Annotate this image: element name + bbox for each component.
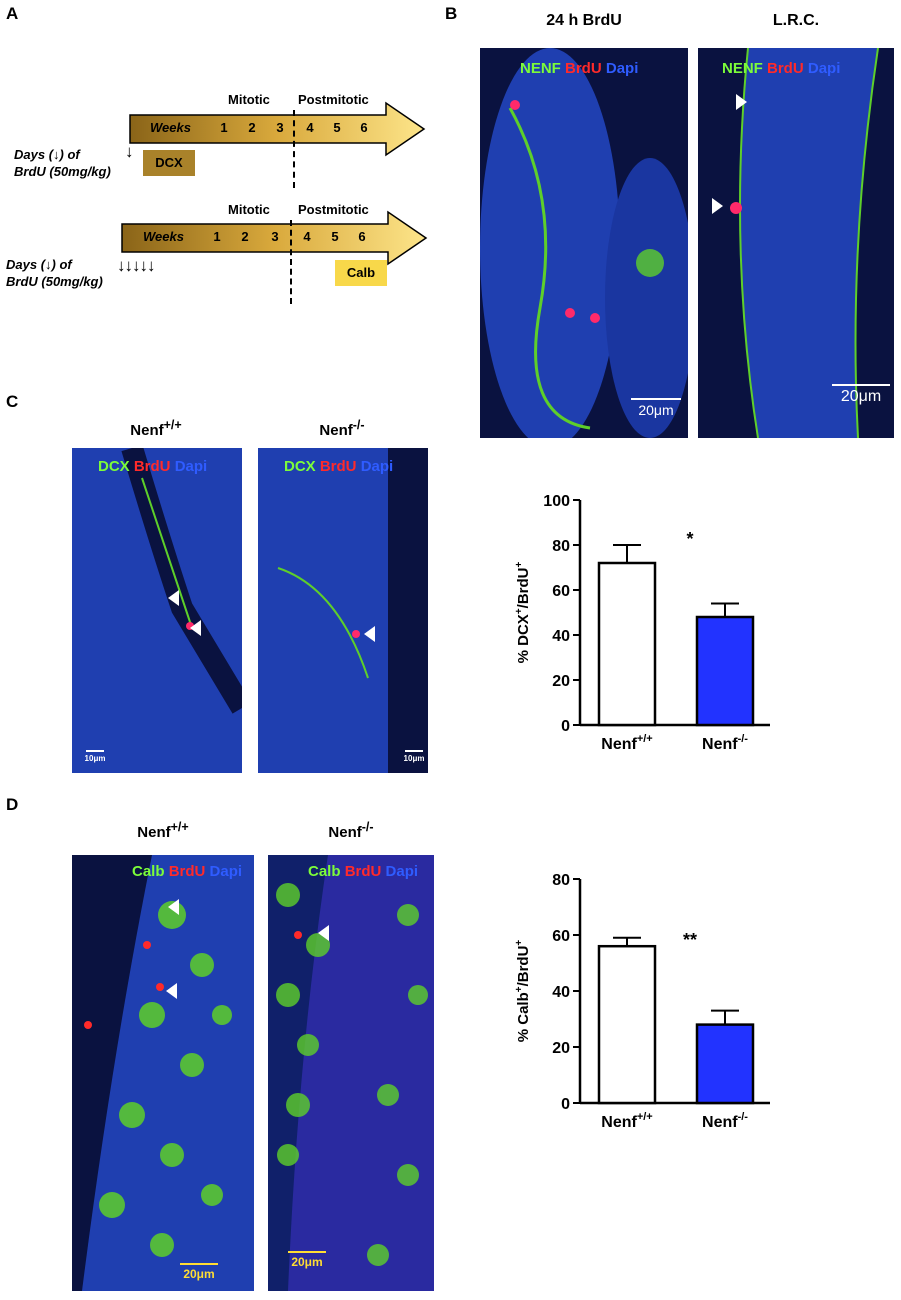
week-num: 2 xyxy=(248,120,256,135)
genotype-label-c-ko: Nenf-/- xyxy=(319,418,365,439)
arrowhead-marker xyxy=(168,899,179,915)
chart-calb-brdu: 0 20 40 60 80 Nenf+/+ Nenf-/- ** % Calb+/BrdU+ xyxy=(514,872,770,1131)
week-num: 5 xyxy=(331,229,339,244)
arrowhead-marker xyxy=(364,626,375,642)
mitotic-divider-2 xyxy=(290,220,292,304)
brdu-injection-arrows-1: ↓ xyxy=(125,142,134,161)
scalebar-b-24h: 20μm xyxy=(628,398,684,418)
days-label-2: Days (↓) of BrdU (50mg/kg) xyxy=(6,257,103,289)
y-axis-label: % DCX+/BrdU+ xyxy=(514,561,532,663)
week-num: 6 xyxy=(360,120,368,135)
category-label: Nenf+/+ xyxy=(601,1111,652,1131)
micrograph-d-wt: Calb BrdU Dapi 20μm xyxy=(72,855,254,1291)
calb-marker-box: Calb xyxy=(335,260,387,286)
timeline-arrow-1 xyxy=(129,101,426,157)
scalebar-c-wt: 10μm xyxy=(82,750,108,763)
y-tick-label: 60 xyxy=(552,928,570,945)
panel-a: Mitotic Postmitotic Weeks 1 2 3 4 5 6 Da… xyxy=(0,0,440,310)
y-tick-label: 40 xyxy=(552,984,570,1001)
scalebar-c-ko: 10μm xyxy=(402,750,426,763)
micrograph-b-24h: NENF BrdU Dapi 20μm xyxy=(480,48,688,438)
scalebar-b-lrc: 20μm xyxy=(830,384,892,406)
legend-d-wt: Calb BrdU Dapi xyxy=(132,863,243,880)
y-tick-label: 0 xyxy=(561,718,570,735)
y-tick-label: 20 xyxy=(552,673,570,690)
postmitotic-label-2: Postmitotic xyxy=(298,202,369,217)
mitotic-divider-1 xyxy=(293,110,295,188)
chart-dcx-brdu: 0 20 40 60 80 100 Nenf+/+ Nenf-/- * % DCX+/BrdU+ xyxy=(514,493,770,753)
y-tick-label: 80 xyxy=(552,538,570,555)
panel-letter-b: B xyxy=(445,4,458,23)
bar xyxy=(695,615,755,727)
y-tick-label: 100 xyxy=(543,493,570,510)
y-axis-label: % Calb+/BrdU+ xyxy=(514,940,532,1043)
arrowhead-marker xyxy=(166,983,177,999)
week-num: 2 xyxy=(241,229,249,244)
arrowhead-marker xyxy=(168,590,179,606)
arrowhead-marker xyxy=(736,94,747,110)
panel-b-title-24h: 24 h BrdU xyxy=(546,12,622,29)
legend-b-lrc: NENF BrdU Dapi xyxy=(722,60,841,77)
category-label: Nenf+/+ xyxy=(601,733,652,753)
y-tick-label: 20 xyxy=(552,1040,570,1057)
arrowhead-marker xyxy=(318,925,329,941)
bar xyxy=(597,944,657,1105)
weeks-label-2: Weeks xyxy=(143,229,184,244)
scalebar-d-ko: 20μm xyxy=(284,1251,330,1269)
week-num: 3 xyxy=(276,120,284,135)
significance-marker: * xyxy=(686,529,693,549)
significance-marker: ** xyxy=(683,930,697,950)
week-num: 3 xyxy=(271,229,279,244)
panel-b-title-lrc: L.R.C. xyxy=(772,12,820,29)
panel-letter-d: D xyxy=(6,795,19,814)
legend-c-wt: DCX BrdU Dapi xyxy=(98,458,208,475)
mitotic-label-2: Mitotic xyxy=(228,202,270,217)
bar xyxy=(597,561,657,727)
y-tick-label: 0 xyxy=(561,1096,570,1113)
week-num: 4 xyxy=(306,120,314,135)
week-num: 4 xyxy=(303,229,311,244)
week-num: 1 xyxy=(213,229,221,244)
y-tick-label: 80 xyxy=(552,872,570,889)
legend-b-24h: NENF BrdU Dapi xyxy=(520,60,639,77)
y-tick-label: 40 xyxy=(552,628,570,645)
week-num: 6 xyxy=(358,229,366,244)
brdu-injection-arrows-2: ↓↓↓↓↓ xyxy=(117,256,155,275)
legend-c-ko: DCX BrdU Dapi xyxy=(284,458,394,475)
y-tick-label: 60 xyxy=(552,583,570,600)
mitotic-label-1: Mitotic xyxy=(228,92,270,107)
genotype-label-d-ko: Nenf-/- xyxy=(328,820,374,841)
days-label-1: Days (↓) of BrdU (50mg/kg) xyxy=(14,147,111,179)
week-num: 5 xyxy=(333,120,341,135)
arrowhead-marker xyxy=(712,198,723,214)
scalebar-d-wt: 20μm xyxy=(176,1263,222,1281)
weeks-label-1: Weeks xyxy=(150,120,191,135)
dcx-marker-box: DCX xyxy=(143,150,195,176)
bar xyxy=(695,1023,755,1105)
genotype-label-d-wt: Nenf+/+ xyxy=(137,820,189,841)
category-label: Nenf-/- xyxy=(702,733,748,753)
legend-d-ko: Calb BrdU Dapi xyxy=(308,863,419,880)
panel-letter-a: A xyxy=(6,4,19,23)
postmitotic-label-1: Postmitotic xyxy=(298,92,369,107)
week-num: 1 xyxy=(220,120,228,135)
arrowhead-marker xyxy=(190,620,201,636)
micrograph-d-ko: Calb BrdU Dapi 20μm xyxy=(268,855,434,1291)
micrograph-b-lrc: NENF BrdU Dapi 20μm xyxy=(698,48,894,438)
timeline-arrow-2 xyxy=(121,210,428,266)
genotype-label-c-wt: Nenf+/+ xyxy=(130,418,182,439)
category-label: Nenf-/- xyxy=(702,1111,748,1131)
panel-letter-c: C xyxy=(6,392,19,411)
micrograph-c-ko: DCX BrdU Dapi 10μm xyxy=(258,448,428,773)
micrograph-c-wt: DCX BrdU Dapi 10μm xyxy=(72,448,242,773)
